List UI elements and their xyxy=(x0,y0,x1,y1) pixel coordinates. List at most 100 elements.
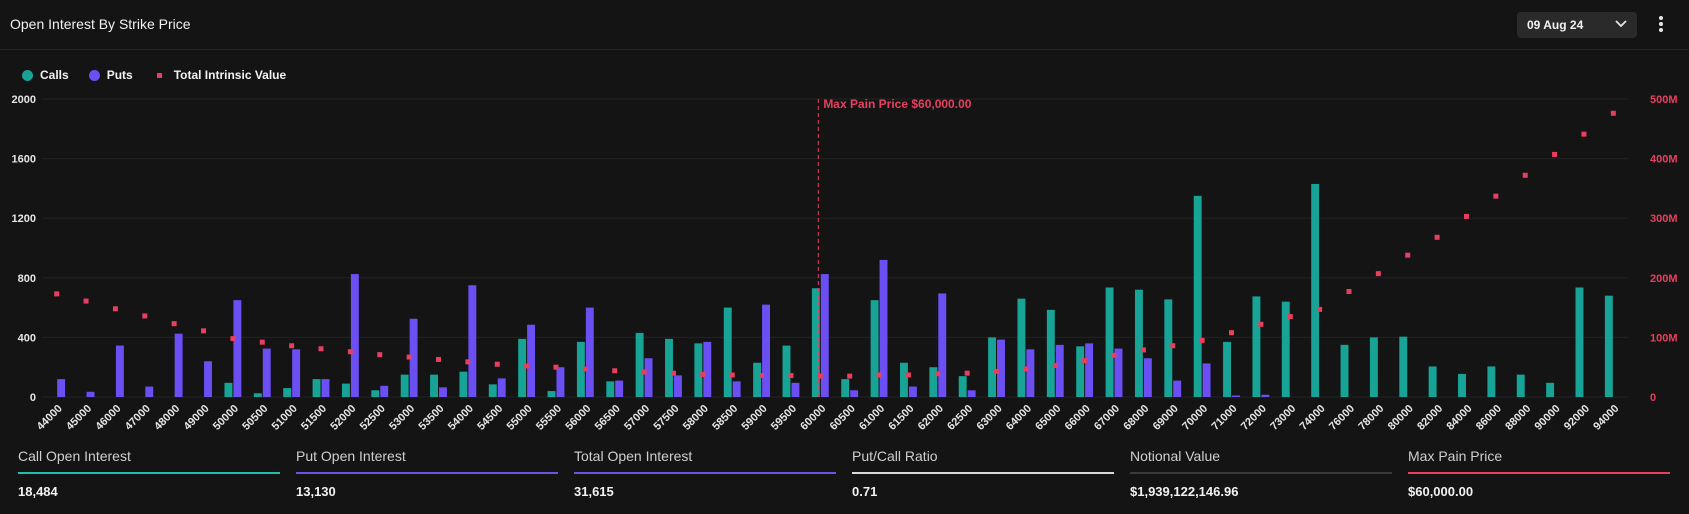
intrinsic-value-point xyxy=(1522,172,1528,178)
intrinsic-value-point xyxy=(1463,213,1469,219)
call-bar xyxy=(841,379,850,397)
intrinsic-value-point xyxy=(377,352,383,358)
call-bar xyxy=(1546,382,1555,397)
call-bar xyxy=(1487,366,1496,397)
intrinsic-value-point xyxy=(1023,366,1029,372)
intrinsic-value-point xyxy=(230,336,236,342)
x-tick-label: 51000 xyxy=(270,403,300,433)
call-bar xyxy=(1134,289,1143,397)
intrinsic-value-point xyxy=(1287,314,1293,320)
x-tick-label: 53000 xyxy=(387,403,417,433)
x-tick-label: 88000 xyxy=(1503,403,1533,433)
x-tick-label: 56000 xyxy=(563,403,593,433)
call-bar xyxy=(224,382,233,397)
put-bar xyxy=(820,274,829,397)
call-bar xyxy=(1223,341,1231,397)
call-bar xyxy=(1369,337,1378,397)
puts-swatch xyxy=(88,69,100,81)
intrinsic-value-point xyxy=(142,313,148,319)
y-tick-label: 1200 xyxy=(12,213,36,225)
legend-label-puts: Puts xyxy=(106,68,133,82)
intrinsic-value-point xyxy=(1199,337,1205,343)
put-bar xyxy=(1173,380,1182,397)
expiry-date-value: 09 Aug 24 xyxy=(1527,18,1584,32)
call-bar xyxy=(430,374,438,397)
stat-put-call-ratio: Put/Call Ratio 0.71 xyxy=(852,448,1114,499)
legend-item-calls[interactable]: Calls xyxy=(22,68,69,82)
stat-value: 31,615 xyxy=(574,484,614,499)
stat-label: Put/Call Ratio xyxy=(852,448,938,464)
intrinsic-value-point xyxy=(759,373,765,379)
x-tick-label: 66000 xyxy=(1063,403,1093,433)
call-bar xyxy=(1281,301,1290,397)
x-tick-label: 58000 xyxy=(681,403,711,433)
x-tick-label: 62500 xyxy=(945,403,975,433)
x-tick-label: 80000 xyxy=(1386,403,1416,433)
x-tick-label: 59500 xyxy=(769,403,799,433)
x-tick-label: 63000 xyxy=(975,403,1005,433)
x-tick-label: 73000 xyxy=(1268,403,1298,433)
call-bar xyxy=(753,362,762,397)
intrinsic-value-point xyxy=(406,354,412,360)
x-tick-label: 71000 xyxy=(1210,403,1240,433)
put-bar xyxy=(145,386,154,397)
intrinsic-value-point xyxy=(494,361,500,367)
put-bar xyxy=(585,307,594,397)
x-tick-label: 60000 xyxy=(798,403,828,433)
put-bar xyxy=(644,358,653,397)
call-bar xyxy=(459,371,468,397)
x-tick-label: 67000 xyxy=(1092,403,1122,433)
call-bar xyxy=(1046,309,1055,397)
intrinsic-value-point xyxy=(1317,306,1323,312)
intrinsic-value-point xyxy=(1375,271,1381,277)
call-bar xyxy=(1252,296,1261,397)
y2-tick-label: 400M xyxy=(1650,154,1678,166)
put-bar xyxy=(174,333,183,397)
chevron-down-icon xyxy=(1615,20,1627,28)
call-bar xyxy=(988,337,997,397)
x-tick-label: 47000 xyxy=(123,403,153,433)
y2-tick-label: 0 xyxy=(1650,392,1656,404)
call-bar xyxy=(341,383,350,397)
intrinsic-value-point xyxy=(112,306,118,312)
expiry-date-select[interactable]: 09 Aug 24 xyxy=(1517,12,1637,38)
x-tick-label: 54000 xyxy=(446,403,476,433)
max-pain-label: Max Pain Price $60,000.00 xyxy=(823,97,971,111)
x-tick-label: 64000 xyxy=(1004,403,1034,433)
put-bar xyxy=(673,375,682,397)
legend-item-puts[interactable]: Puts xyxy=(88,68,133,82)
y-tick-label: 2000 xyxy=(12,94,36,106)
intrinsic-value-point xyxy=(1229,330,1234,336)
stat-underline xyxy=(1130,472,1392,474)
x-tick-label: 82000 xyxy=(1415,403,1445,433)
x-tick-label: 68000 xyxy=(1121,403,1151,433)
intrinsic-value-point xyxy=(1140,347,1146,353)
put-bar xyxy=(615,380,624,397)
intrinsic-value-point xyxy=(1111,352,1117,358)
call-bar xyxy=(811,288,820,397)
put-bar xyxy=(938,293,947,397)
more-options-icon[interactable] xyxy=(1654,14,1668,36)
legend-label-intrinsic: Total Intrinsic Value xyxy=(173,68,287,82)
intrinsic-value-point xyxy=(1258,321,1264,327)
put-bar xyxy=(879,259,888,397)
call-bar xyxy=(1604,295,1613,397)
call-bar xyxy=(694,343,703,397)
stat-total-oi: Total Open Interest 31,615 xyxy=(574,448,836,499)
y2-tick-label: 200M xyxy=(1650,273,1678,285)
intrinsic-value-point xyxy=(905,372,911,378)
legend-item-intrinsic[interactable]: Total Intrinsic Value xyxy=(153,68,286,82)
call-bar xyxy=(723,307,732,397)
put-bar xyxy=(1232,395,1240,397)
x-tick-label: 70000 xyxy=(1180,403,1210,433)
call-bar xyxy=(665,338,673,397)
intrinsic-value-point xyxy=(670,370,676,376)
intrinsic-value-point xyxy=(1581,131,1587,137)
call-bar xyxy=(1516,374,1525,397)
intrinsic-value-point xyxy=(436,356,441,362)
intrinsic-value-point xyxy=(553,364,559,370)
x-tick-label: 44000 xyxy=(35,403,65,433)
put-bar xyxy=(86,391,95,397)
call-bar xyxy=(576,341,585,397)
put-bar xyxy=(350,274,359,397)
